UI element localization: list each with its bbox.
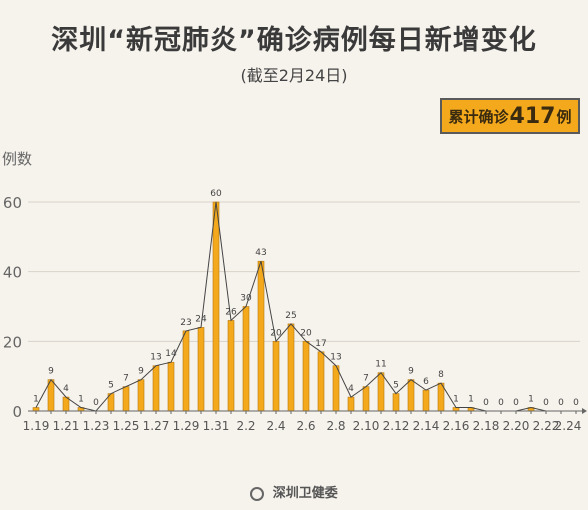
- value-label: 20: [270, 328, 282, 338]
- value-label: 0: [483, 398, 489, 408]
- value-label: 1: [528, 395, 534, 405]
- value-label: 13: [150, 353, 161, 363]
- value-label: 60: [210, 189, 222, 199]
- bar: [347, 396, 355, 412]
- x-tick-label: 2.14: [413, 419, 440, 433]
- value-label: 5: [393, 381, 399, 391]
- value-label: 4: [348, 384, 354, 394]
- value-label: 6: [423, 377, 429, 387]
- value-label: 9: [48, 367, 54, 377]
- bar: [167, 361, 175, 412]
- value-label: 0: [513, 398, 519, 408]
- x-tick-label: 2.24: [555, 419, 582, 433]
- value-label: 9: [408, 367, 414, 377]
- x-tick-label: 2.4: [266, 419, 285, 433]
- x-tick-label: 1.21: [53, 419, 80, 433]
- bar: [362, 386, 370, 412]
- bar: [392, 393, 400, 412]
- value-label: 7: [123, 374, 129, 384]
- value-label: 23: [180, 318, 191, 328]
- value-label: 0: [543, 398, 549, 408]
- x-tick-label: 1.27: [143, 419, 170, 433]
- value-label: 0: [558, 398, 564, 408]
- value-label: 1: [453, 395, 459, 405]
- y-tick-label: 0: [12, 403, 22, 421]
- value-label: 11: [375, 360, 386, 370]
- bar: [257, 260, 265, 412]
- bar: [137, 379, 145, 412]
- value-label: 7: [363, 374, 369, 384]
- bar: [317, 351, 325, 412]
- bar: [227, 320, 235, 412]
- bar: [242, 306, 250, 412]
- x-tick-label: 2.22: [533, 419, 560, 433]
- x-tick-label: 1.19: [23, 419, 50, 433]
- value-label: 24: [195, 314, 207, 324]
- x-tick-label: 2.10: [353, 419, 380, 433]
- grid-lines: [28, 201, 580, 342]
- value-label: 0: [573, 398, 579, 408]
- total-prefix: 累计确诊: [448, 107, 509, 126]
- value-label: 9: [138, 367, 144, 377]
- x-tick-label: 1.23: [83, 419, 110, 433]
- bar: [122, 386, 130, 412]
- bar: [422, 389, 430, 412]
- total-suffix: 例: [556, 107, 572, 126]
- value-label: 0: [498, 398, 504, 408]
- value-label: 43: [255, 248, 266, 258]
- value-label: 30: [240, 294, 252, 304]
- x-tick-label: 2.18: [473, 419, 500, 433]
- value-label: 26: [225, 307, 237, 317]
- value-label: 17: [315, 339, 326, 349]
- health-commission-logo-icon: [250, 486, 265, 501]
- bar: [332, 365, 340, 412]
- bar: [272, 341, 280, 412]
- bar: [452, 407, 460, 412]
- bar: [182, 330, 190, 412]
- value-label: 4: [63, 384, 69, 394]
- x-tick-label: 2.20: [503, 419, 530, 433]
- footer-source: 深圳卫健委: [0, 482, 588, 501]
- x-tick-label: 2.2: [236, 419, 255, 433]
- total-confirmed-badge: 累计确诊 417 例: [440, 98, 580, 134]
- y-axis-label: 例数: [2, 150, 32, 168]
- bar: [152, 365, 160, 412]
- x-tick-label: 2.12: [383, 419, 410, 433]
- value-label: 25: [285, 311, 296, 321]
- y-tick-label: 60: [3, 194, 22, 212]
- x-tick-label: 2.6: [296, 419, 315, 433]
- bar: [287, 323, 295, 412]
- bar: [377, 372, 385, 412]
- chart-title: 深圳“新冠肺炎”确诊病例每日新增变化: [51, 25, 537, 56]
- value-label: 13: [330, 353, 341, 363]
- value-label: 5: [108, 381, 114, 391]
- x-tick-label: 2.16: [443, 419, 470, 433]
- x-axis-arrow: [582, 408, 587, 414]
- x-tick-label: 1.31: [203, 419, 230, 433]
- value-label: 14: [165, 349, 177, 359]
- value-label: 1: [33, 395, 39, 405]
- bar: [212, 201, 220, 412]
- value-label: 8: [438, 370, 444, 380]
- bar: [302, 341, 310, 412]
- y-tick-label: 20: [3, 333, 22, 351]
- value-label: 20: [300, 328, 312, 338]
- total-number: 417: [509, 103, 556, 129]
- value-label: 0: [93, 398, 99, 408]
- value-label: 1: [468, 395, 474, 405]
- chart-subtitle: (截至2月24日): [240, 66, 348, 85]
- bar: [32, 407, 40, 412]
- value-label: 1: [78, 395, 84, 405]
- x-tick-label: 1.29: [173, 419, 200, 433]
- bar: [407, 379, 415, 412]
- footer-label: 深圳卫健委: [272, 486, 338, 501]
- y-tick-label: 40: [3, 264, 22, 282]
- x-tick-label: 1.25: [113, 419, 140, 433]
- bar: [197, 327, 205, 412]
- x-tick-label: 2.8: [326, 419, 345, 433]
